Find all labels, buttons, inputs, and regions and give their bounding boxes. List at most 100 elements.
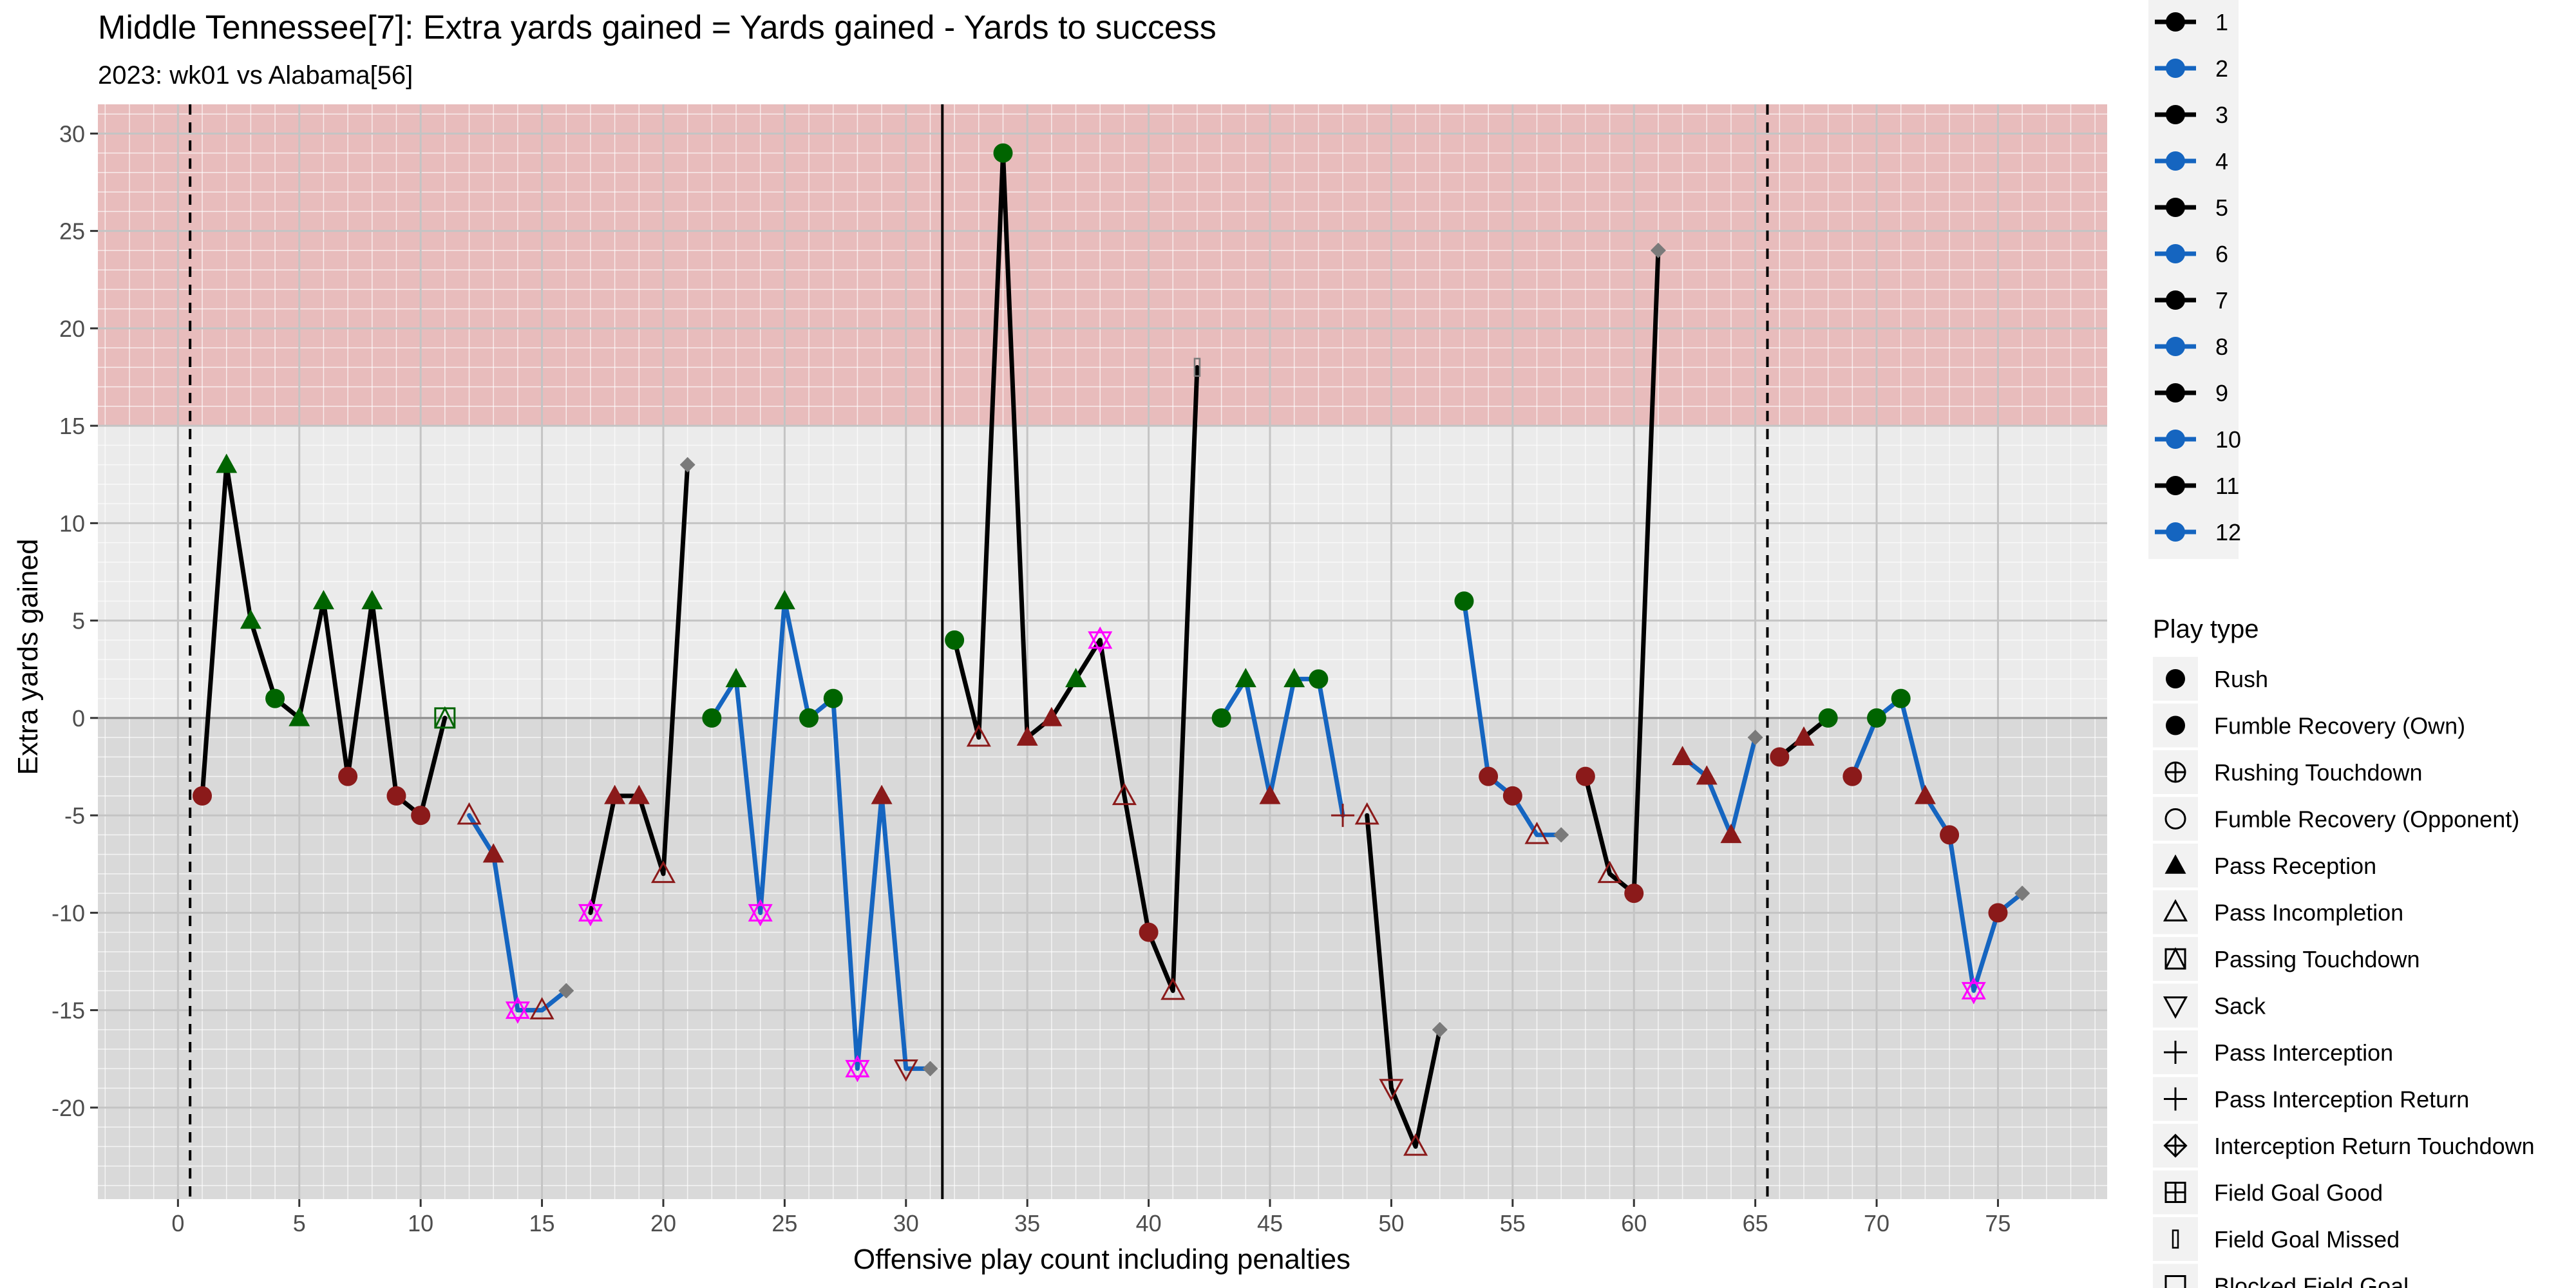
legend-drive-label: 4 — [2215, 148, 2228, 175]
legend-type-marker — [2163, 899, 2188, 922]
legend-drive-label: 6 — [2215, 241, 2228, 267]
play-point-65 — [1747, 730, 1763, 746]
play-point-39 — [1112, 782, 1137, 806]
play-point-33 — [966, 724, 991, 747]
legend-drive-label: 9 — [2215, 380, 2228, 406]
play-point-47 — [1309, 669, 1329, 689]
drive-line-4 — [709, 598, 933, 1071]
legend-type-label: Pass Incompletion — [2214, 900, 2403, 926]
play-point-74 — [1961, 977, 1986, 1005]
legend-type-marker — [2164, 854, 2186, 874]
legend-play-types: Rush Fumble Recovery (Own) Rushing Touchdo… — [2153, 657, 2535, 1288]
legend-drives-key-background — [2148, 0, 2239, 559]
shaded-band — [98, 104, 2107, 426]
play-point-64 — [1720, 824, 1742, 844]
legend-drive-label: 7 — [2215, 287, 2228, 314]
play-point-69 — [1842, 766, 1862, 786]
x-tick-label: 40 — [1136, 1210, 1162, 1236]
legend-drive-marker — [2166, 244, 2185, 263]
play-point-67 — [1793, 726, 1815, 746]
legend-type-key-background — [2153, 1217, 2198, 1261]
legend-type-marker — [2166, 715, 2185, 735]
legend-drive-marker — [2166, 290, 2185, 310]
play-point-60 — [1624, 884, 1644, 904]
play-point-17 — [578, 899, 603, 927]
x-tick-label: 30 — [893, 1210, 919, 1236]
legend-drive-label: 11 — [2215, 473, 2239, 499]
legend-type-marker — [2164, 947, 2186, 970]
play-point-4 — [265, 688, 285, 708]
play-point-49 — [1354, 802, 1379, 825]
legend-drive-label: 5 — [2215, 194, 2228, 221]
legend-type-label: Pass Interception — [2214, 1039, 2393, 1066]
play-point-2 — [216, 453, 238, 473]
legend-type-label: Field Goal Missed — [2214, 1226, 2400, 1253]
play-point-59 — [1597, 860, 1622, 884]
play-point-70 — [1867, 708, 1887, 728]
legend-drive-label: 3 — [2215, 102, 2228, 128]
play-point-48 — [1331, 804, 1355, 828]
legend-drive-marker — [2166, 383, 2185, 402]
legend-drive-label: 12 — [2215, 519, 2241, 545]
play-point-46 — [1283, 668, 1305, 688]
play-point-41 — [1160, 977, 1186, 1000]
y-tick-label: -20 — [52, 1095, 85, 1121]
y-tick-label: 25 — [59, 218, 85, 245]
plot-area: 0 5 10 15 20 25 30 35 40 45 50 55 60 65 70 75-20-15-10-… — [52, 104, 2107, 1236]
x-tick-label: 65 — [1743, 1210, 1768, 1236]
play-point-57 — [1553, 827, 1569, 843]
x-tick-label: 5 — [293, 1210, 306, 1236]
play-point-73 — [1940, 825, 1960, 845]
play-point-50 — [1379, 1079, 1404, 1101]
play-point-68 — [1818, 708, 1838, 728]
play-point-55 — [1502, 786, 1522, 806]
legend-type-key-background — [2153, 937, 2198, 981]
play-point-36 — [1041, 706, 1063, 726]
legend-play-type-title: Play type — [2153, 615, 2259, 643]
play-point-20 — [650, 860, 676, 884]
play-point-72 — [1914, 784, 1936, 804]
play-point-31 — [922, 1061, 938, 1077]
play-point-18 — [604, 784, 626, 804]
chart-subtitle: 2023: wk01 vs Alabama[56] — [98, 61, 413, 90]
legend-type-marker — [2166, 669, 2185, 688]
play-point-63 — [1696, 765, 1718, 785]
panel-below-zero — [98, 717, 2107, 1199]
x-tick-label: 60 — [1621, 1210, 1647, 1236]
y-tick-label: 30 — [59, 120, 85, 147]
legend-drive-marker — [2166, 430, 2185, 449]
legend-type-marker — [2163, 1133, 2188, 1158]
play-point-16 — [558, 983, 574, 999]
play-point-15 — [529, 997, 554, 1019]
legend-type-label: Fumble Recovery (Opponent) — [2214, 806, 2519, 833]
x-tick-label: 15 — [529, 1210, 555, 1236]
play-point-35 — [1016, 726, 1038, 746]
legend-type-marker — [2164, 1275, 2186, 1288]
x-tick-label: 70 — [1864, 1210, 1889, 1236]
play-point-40 — [1139, 922, 1159, 942]
play-point-29 — [871, 784, 893, 804]
x-axis-label: Offensive play count including penalties — [853, 1244, 1350, 1275]
play-point-19 — [628, 784, 650, 804]
play-point-25 — [773, 590, 795, 610]
x-tick-label: 10 — [408, 1210, 433, 1236]
play-point-37 — [1065, 668, 1087, 688]
play-point-34 — [993, 143, 1013, 163]
play-point-32 — [945, 630, 965, 650]
play-point-24 — [748, 899, 773, 927]
play-point-26 — [799, 708, 819, 728]
legend-drive-marker — [2166, 12, 2185, 32]
play-point-11 — [434, 706, 456, 729]
play-point-13 — [482, 843, 504, 863]
play-point-53 — [1454, 591, 1474, 611]
legend-type-marker — [2163, 996, 2188, 1019]
x-tick-label: 50 — [1378, 1210, 1404, 1236]
play-point-28 — [845, 1055, 870, 1083]
play-point-66 — [1770, 747, 1790, 767]
legend-drive-marker — [2166, 151, 2185, 171]
play-point-10 — [411, 806, 431, 826]
x-tick-label: 35 — [1014, 1210, 1040, 1236]
legend-type-label: Rush — [2214, 666, 2268, 692]
legend-type-key-background — [2153, 797, 2198, 841]
